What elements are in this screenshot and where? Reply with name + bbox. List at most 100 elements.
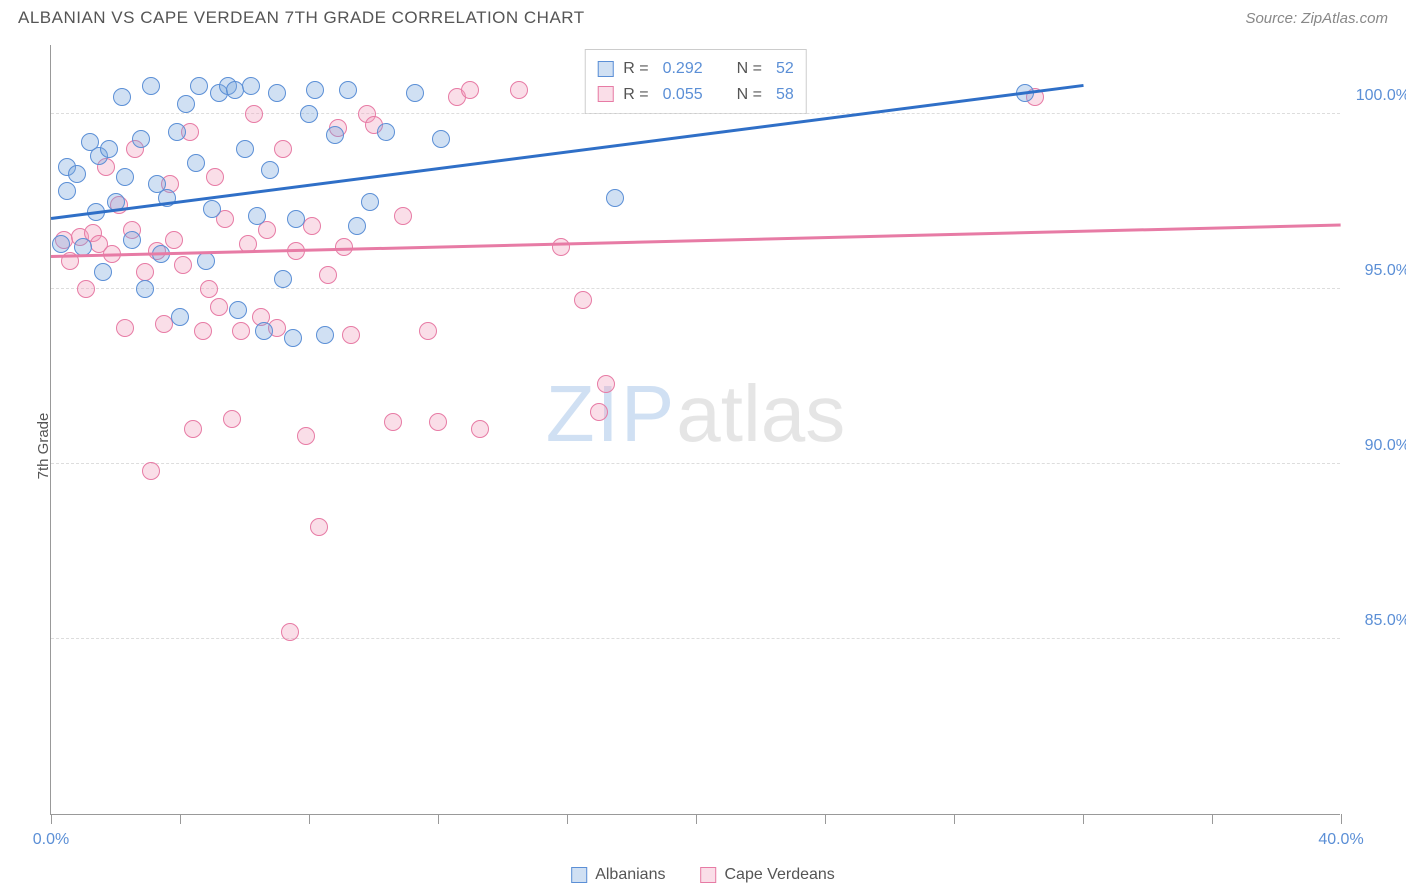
scatter-point <box>429 413 447 431</box>
scatter-point <box>510 81 528 99</box>
scatter-point <box>284 329 302 347</box>
x-tick <box>696 814 697 824</box>
scatter-point <box>203 200 221 218</box>
scatter-point <box>377 123 395 141</box>
scatter-point <box>590 403 608 421</box>
scatter-point <box>261 161 279 179</box>
legend-label: Albanians <box>595 866 665 884</box>
scatter-point <box>394 207 412 225</box>
scatter-point <box>229 301 247 319</box>
scatter-point <box>116 319 134 337</box>
scatter-point <box>236 140 254 158</box>
x-tick-label-left: 0.0% <box>33 831 69 849</box>
x-tick <box>825 814 826 824</box>
scatter-point <box>210 298 228 316</box>
legend-r-value: 0.055 <box>663 82 703 108</box>
scatter-point <box>113 88 131 106</box>
scatter-point <box>194 322 212 340</box>
scatter-point <box>552 238 570 256</box>
scatter-point <box>274 140 292 158</box>
x-tick <box>1341 814 1342 824</box>
scatter-point <box>132 130 150 148</box>
chart-title: ALBANIAN VS CAPE VERDEAN 7TH GRADE CORRE… <box>18 8 585 28</box>
x-tick <box>567 814 568 824</box>
legend-swatch <box>597 86 613 102</box>
scatter-point <box>597 375 615 393</box>
chart-header: ALBANIAN VS CAPE VERDEAN 7TH GRADE CORRE… <box>0 0 1406 32</box>
legend-label: Cape Verdeans <box>724 866 834 884</box>
scatter-point <box>300 105 318 123</box>
regression-line <box>51 84 1083 219</box>
chart-source: Source: ZipAtlas.com <box>1245 10 1388 27</box>
scatter-point <box>142 462 160 480</box>
legend-series: Albanians Cape Verdeans <box>571 866 835 884</box>
legend-r-label: R = <box>623 56 648 82</box>
scatter-point <box>419 322 437 340</box>
x-tick <box>1083 814 1084 824</box>
gridline-h <box>51 463 1340 464</box>
x-tick <box>438 814 439 824</box>
legend-item: Cape Verdeans <box>700 866 834 884</box>
scatter-point <box>406 84 424 102</box>
legend-n-value: 52 <box>776 56 794 82</box>
scatter-point <box>206 168 224 186</box>
scatter-point <box>574 291 592 309</box>
scatter-point <box>461 81 479 99</box>
scatter-point <box>310 518 328 536</box>
scatter-point <box>68 165 86 183</box>
x-tick <box>1212 814 1213 824</box>
scatter-point <box>255 322 273 340</box>
legend-n-value: 58 <box>776 82 794 108</box>
scatter-point <box>432 130 450 148</box>
scatter-point <box>245 105 263 123</box>
x-tick <box>309 814 310 824</box>
scatter-point <box>197 252 215 270</box>
scatter-point <box>184 420 202 438</box>
scatter-point <box>274 270 292 288</box>
legend-row: R =0.292N =52 <box>597 56 794 82</box>
scatter-point <box>326 126 344 144</box>
scatter-point <box>171 308 189 326</box>
scatter-point <box>384 413 402 431</box>
legend-r-label: R = <box>623 82 648 108</box>
scatter-point <box>58 182 76 200</box>
scatter-point <box>136 263 154 281</box>
scatter-point <box>142 77 160 95</box>
x-tick-label-right: 40.0% <box>1318 831 1363 849</box>
watermark-atlas: atlas <box>676 369 845 458</box>
y-tick-label: 100.0% <box>1356 87 1406 105</box>
scatter-point <box>94 263 112 281</box>
scatter-point <box>77 280 95 298</box>
scatter-point <box>348 217 366 235</box>
legend-n-label: N = <box>737 82 762 108</box>
scatter-point <box>226 81 244 99</box>
scatter-point <box>361 193 379 211</box>
scatter-point <box>116 168 134 186</box>
legend-row: R = 0.055 N = 58 <box>597 82 794 108</box>
scatter-point <box>52 235 70 253</box>
scatter-point <box>168 123 186 141</box>
scatter-point <box>200 280 218 298</box>
scatter-point <box>606 189 624 207</box>
scatter-point <box>316 326 334 344</box>
scatter-point <box>177 95 195 113</box>
legend-swatch <box>597 61 613 77</box>
x-tick <box>954 814 955 824</box>
scatter-point <box>187 154 205 172</box>
y-tick-label: 95.0% <box>1365 262 1406 280</box>
scatter-point <box>319 266 337 284</box>
scatter-point <box>232 322 250 340</box>
scatter-point <box>281 623 299 641</box>
scatter-point <box>248 207 266 225</box>
scatter-point <box>297 427 315 445</box>
gridline-h <box>51 288 1340 289</box>
gridline-h <box>51 638 1340 639</box>
scatter-point <box>242 77 260 95</box>
scatter-point <box>190 77 208 95</box>
legend-r-value: 0.292 <box>663 56 703 82</box>
y-tick-label: 85.0% <box>1365 612 1406 630</box>
scatter-point <box>123 231 141 249</box>
legend-swatch <box>571 867 587 883</box>
scatter-point <box>342 326 360 344</box>
scatter-point <box>223 410 241 428</box>
